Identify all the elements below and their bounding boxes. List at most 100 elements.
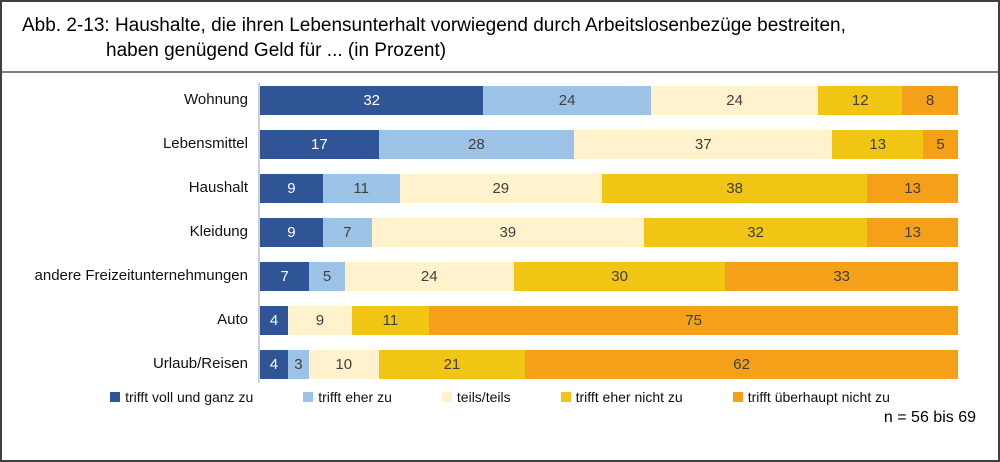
segment-value-label: 13: [904, 224, 921, 242]
legend-label: trifft voll und ganz zu: [125, 389, 254, 406]
legend-swatch-icon: [110, 392, 121, 403]
legend-item: trifft eher nicht zu: [560, 389, 683, 406]
category-label: Kleidung: [189, 223, 248, 241]
legend-item: trifft eher zu: [303, 389, 392, 405]
chart-row: Haushalt 9 11 29 38 13: [8, 174, 958, 204]
bar-segment: 11: [351, 306, 430, 336]
segment-value-label: 12: [851, 92, 869, 110]
category-label: Lebensmittel: [162, 135, 248, 153]
bar-segment: 4: [260, 306, 289, 336]
segment-value-label: 21: [443, 356, 461, 374]
segment-value-label: 5: [936, 136, 945, 154]
segment-value-label: 13: [869, 136, 887, 154]
segment-value-label: 39: [499, 224, 517, 242]
stacked-bar: 32 24 24 12 8: [260, 86, 958, 116]
bar-segment: 29: [399, 174, 603, 204]
segment-value-label: 30: [611, 268, 628, 286]
segment-value-label: 9: [315, 312, 325, 330]
bar-segment: 12: [818, 86, 903, 116]
segment-value-label: 17: [310, 136, 328, 154]
chart-row: Auto 4 9 11 75: [8, 306, 958, 336]
figure-title-line1: Abb. 2-13: Haushalte, die ihren Lebensun…: [22, 15, 846, 36]
segment-value-label: 11: [382, 312, 399, 330]
bar-segment: 4: [260, 350, 288, 380]
legend-label: trifft eher nicht zu: [575, 389, 683, 406]
segment-value-label: 29: [492, 180, 510, 198]
segment-value-label: 38: [726, 180, 743, 198]
stacked-bar: 4 3 10 21 62: [260, 350, 958, 380]
category-axis-line: [258, 83, 260, 384]
segment-value-label: 5: [322, 268, 332, 286]
bar-segment: 28: [378, 130, 575, 160]
segment-value-label: 24: [420, 268, 438, 286]
bar-segment: 13: [832, 130, 924, 160]
chart-legend: trifft voll und ganz zu trifft eher zu tei…: [2, 389, 998, 405]
bar-segment: 3: [287, 350, 309, 380]
segment-value-label: 10: [335, 356, 353, 374]
bar-segment: 13: [867, 174, 958, 204]
bar-segment: 32: [260, 86, 484, 116]
legend-swatch-icon: [732, 392, 743, 403]
segment-value-label: 33: [833, 268, 851, 286]
stacked-bar: 17 28 37 13 5: [260, 130, 958, 160]
segment-value-label: 24: [726, 92, 743, 110]
segment-value-label: 32: [363, 92, 381, 110]
bar-segment: 24: [344, 262, 514, 292]
legend-label: teils/teils: [456, 389, 511, 406]
legend-item: trifft überhaupt nicht zu: [732, 389, 890, 406]
segment-value-label: 62: [733, 356, 750, 374]
bar-segment: 9: [260, 174, 323, 204]
legend-item: trifft voll und ganz zu: [110, 389, 253, 405]
segment-value-label: 75: [685, 312, 702, 330]
sample-size-note: n = 56 bis 69: [883, 409, 976, 427]
legend-swatch-icon: [441, 392, 452, 403]
segment-value-label: 3: [294, 356, 303, 374]
legend-swatch-icon: [303, 392, 314, 403]
chart-row: Kleidung 9 7 39 32 13: [8, 218, 958, 248]
legend-item: teils/teils: [441, 389, 511, 406]
bar-segment: 11: [322, 174, 400, 204]
segment-value-label: 24: [558, 92, 576, 110]
stacked-bar: 9 11 29 38 13: [260, 174, 958, 204]
chart-row: Lebensmittel 17 28 37 13 5: [8, 130, 958, 160]
segment-value-label: 32: [747, 224, 764, 242]
bar-segment: 21: [378, 350, 526, 380]
bar-segment: 39: [371, 218, 644, 248]
stacked-bar: 9 7 39 32 13: [260, 218, 958, 248]
bar-segment: 8: [902, 86, 958, 116]
segment-value-label: 4: [269, 312, 279, 330]
chart-row: Wohnung 32 24 24 12 8: [8, 86, 958, 116]
segment-value-label: 8: [925, 92, 935, 110]
bar-segment: 5: [309, 262, 345, 292]
bar-segment: 62: [525, 350, 958, 380]
category-label: Auto: [217, 311, 248, 329]
segment-value-label: 13: [904, 180, 921, 198]
segment-value-label: 9: [287, 224, 296, 242]
legend-swatch-icon: [560, 392, 571, 403]
category-label: andere Freizeitunternehmungen: [34, 267, 248, 285]
bar-segment: 10: [308, 350, 379, 380]
segment-value-label: 37: [694, 136, 712, 154]
segment-value-label: 7: [280, 268, 289, 286]
stacked-bar: 4 9 11 75: [260, 306, 958, 336]
bar-segment: 24: [650, 86, 819, 116]
bar-segment: 75: [429, 306, 958, 336]
legend-label: trifft überhaupt nicht zu: [747, 389, 890, 406]
bar-segment: 7: [260, 262, 310, 292]
figure-title: Abb. 2-13: Haushalte, die ihren Lebensun…: [2, 2, 998, 74]
bar-segment: 5: [923, 130, 958, 160]
segment-value-label: 7: [343, 224, 352, 242]
chart-row: andere Freizeitunternehmungen 7 5 24 30 33: [8, 262, 959, 292]
category-label: Wohnung: [184, 91, 248, 109]
bar-segment: 33: [725, 262, 959, 292]
bar-segment: 37: [574, 130, 833, 160]
bar-segment: 24: [483, 86, 651, 116]
chart-rows: Wohnung 32 24 24 12 8 Lebensmittel 17 28 37 13 5 Hau…: [8, 86, 959, 380]
bar-segment: 17: [260, 130, 379, 160]
legend-label: trifft eher zu: [318, 389, 392, 406]
bar-segment: 7: [322, 218, 372, 248]
category-label: Urlaub/Reisen: [152, 355, 248, 373]
chart-row: Urlaub/Reisen 4 3 10 21 62: [8, 350, 958, 380]
bar-segment: 32: [643, 218, 868, 248]
